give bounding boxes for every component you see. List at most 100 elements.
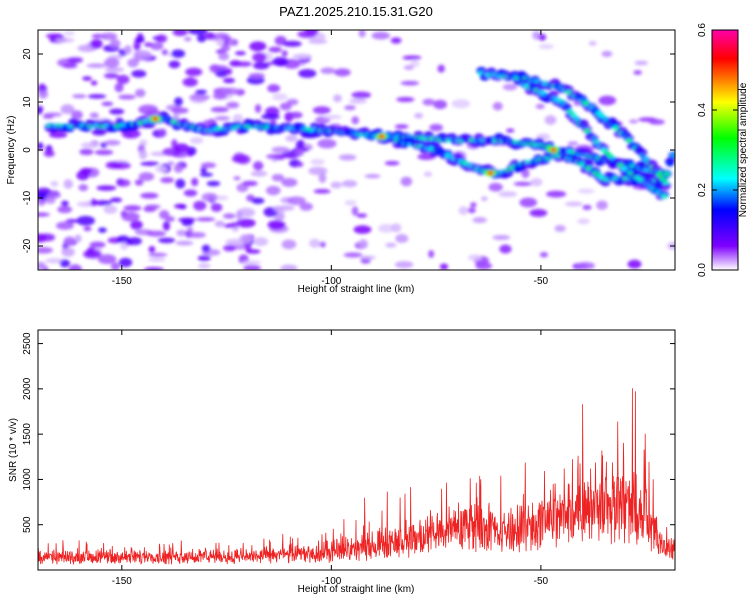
heat-cell xyxy=(234,51,246,56)
heat-cell xyxy=(199,172,214,177)
heat-cell xyxy=(193,200,207,211)
heat-cell xyxy=(628,119,639,124)
heat-cell xyxy=(118,94,136,100)
heat-cell xyxy=(567,109,574,114)
heat-cell xyxy=(45,258,65,264)
y-tick-label: 1000 xyxy=(22,468,33,491)
heat-cell xyxy=(265,185,281,196)
heat-cell xyxy=(90,198,97,207)
heat-cell xyxy=(134,88,146,98)
heat-cell xyxy=(280,264,298,270)
heat-cell xyxy=(215,38,225,46)
heat-cell xyxy=(281,50,288,57)
heat-cell xyxy=(310,158,325,165)
colorbar-gradient xyxy=(711,29,739,271)
heat-cell xyxy=(270,221,281,228)
heat-cell xyxy=(175,240,194,246)
y-tick-label: 0 xyxy=(22,147,33,153)
heat-cell xyxy=(600,148,607,152)
heat-cell xyxy=(577,218,590,225)
heat-cell xyxy=(298,68,317,78)
heat-cell xyxy=(492,234,511,241)
heat-cell xyxy=(295,139,305,149)
heat-cell xyxy=(72,94,87,99)
heat-cell xyxy=(467,207,476,214)
heat-cell xyxy=(220,45,231,52)
heat-cell xyxy=(467,254,482,261)
heat-cell xyxy=(140,161,160,166)
heat-cell xyxy=(61,247,75,257)
heat-cell xyxy=(288,111,303,119)
heat-cell xyxy=(236,218,256,228)
heat-cell xyxy=(433,99,448,110)
heat-cell xyxy=(212,92,227,100)
heat-cell xyxy=(63,179,74,189)
heat-cell xyxy=(538,33,547,41)
heat-cell xyxy=(189,93,208,103)
heat-cell xyxy=(144,204,161,210)
colorbar: 0.0 0.2 0.4 0.6 Normalized spectral amplitu… xyxy=(697,23,749,277)
heat-cell xyxy=(338,154,357,161)
heat-hotspot xyxy=(152,116,159,121)
heat-cell xyxy=(191,177,199,187)
heat-cell xyxy=(63,236,76,246)
y-tick-label: 1500 xyxy=(22,423,33,446)
heat-cell xyxy=(155,165,168,173)
heat-cell xyxy=(79,167,93,175)
heat-cell xyxy=(49,131,68,139)
heat-cell xyxy=(89,112,99,119)
heat-cell xyxy=(185,67,203,77)
heat-cell xyxy=(114,82,124,93)
heat-cell xyxy=(89,241,106,248)
spectrogram-y-ticks: -20 -10 0 10 20 xyxy=(22,48,675,253)
heat-cell xyxy=(662,180,669,185)
heat-cell xyxy=(360,255,376,260)
snr-x-axis-label: Height of straight line (km) xyxy=(298,584,415,595)
heat-cell xyxy=(148,257,166,262)
heat-cell xyxy=(201,244,211,253)
heat-cell xyxy=(351,206,359,216)
x-tick-label: -50 xyxy=(534,576,549,587)
heat-cell xyxy=(384,161,400,166)
heat-cell xyxy=(396,96,415,103)
heat-cell xyxy=(171,107,189,114)
heat-hotspot xyxy=(378,134,385,139)
heat-cell xyxy=(174,97,183,107)
heat-cell xyxy=(138,172,155,182)
heat-cell xyxy=(160,177,175,184)
heat-cell xyxy=(104,72,119,79)
heat-cell xyxy=(267,84,281,93)
heat-cell xyxy=(124,44,132,55)
heat-cell xyxy=(414,112,424,119)
heat-cell xyxy=(358,238,368,249)
heat-cell xyxy=(76,215,96,226)
heat-cell xyxy=(588,41,597,46)
heat-hotspot xyxy=(487,171,494,176)
heat-cell xyxy=(231,226,239,232)
snr-y-ticks: 500 1000 1500 2000 2500 xyxy=(22,332,675,533)
heat-cell xyxy=(183,36,192,42)
heat-cell xyxy=(242,260,261,266)
heat-cell xyxy=(506,128,515,133)
heat-cell xyxy=(104,57,120,68)
heat-cell xyxy=(174,143,190,153)
heat-cell xyxy=(181,219,194,227)
spectrogram-x-axis-label: Height of straight line (km) xyxy=(298,284,415,295)
heat-cell xyxy=(253,237,269,247)
heat-cell xyxy=(472,217,487,224)
heat-cell xyxy=(299,202,313,211)
heat-cell xyxy=(308,166,328,176)
heat-cell xyxy=(308,39,328,44)
heat-cell xyxy=(341,180,358,188)
heat-cell xyxy=(598,95,617,106)
heat-cell xyxy=(140,192,159,199)
heat-cell xyxy=(203,32,216,40)
heat-cell xyxy=(146,230,167,237)
heat-cell xyxy=(94,149,114,156)
heat-cell xyxy=(68,264,82,270)
heat-cell xyxy=(390,37,402,44)
heat-cell xyxy=(176,229,188,237)
heat-cell xyxy=(38,142,44,151)
heat-cell xyxy=(90,38,103,49)
heat-cell xyxy=(498,191,518,198)
